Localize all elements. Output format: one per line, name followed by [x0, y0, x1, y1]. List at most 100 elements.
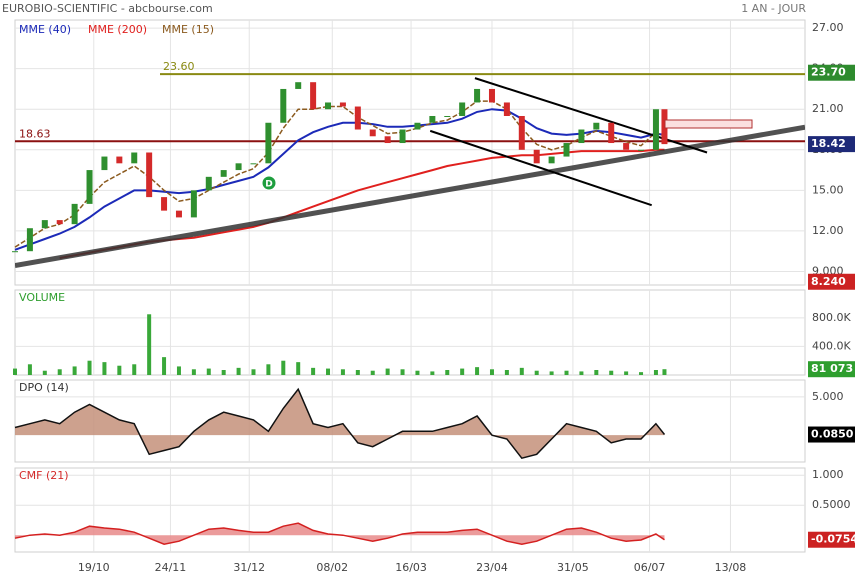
price-tag: [808, 64, 855, 81]
volume-bar: [132, 364, 137, 375]
candle: [295, 82, 302, 89]
price-tag: [808, 531, 855, 548]
candle: [638, 149, 645, 151]
panel-title: CMF (21): [19, 469, 69, 482]
trendline: [429, 129, 653, 207]
volume-bar: [42, 370, 47, 375]
volume-bar: [519, 367, 524, 375]
hline-label: 18.63: [19, 127, 51, 140]
x-tick-label: 19/10: [78, 561, 110, 574]
volume-bar: [662, 369, 667, 375]
price-tag: [808, 426, 855, 443]
candle: [339, 102, 346, 107]
period: 1 AN - JOUR: [741, 2, 806, 15]
volume-bar: [549, 371, 554, 375]
y-tick-label: 27.00: [812, 21, 844, 34]
x-tick-label: 16/03: [395, 561, 427, 574]
volume-bar: [87, 360, 92, 375]
volume-bar: [281, 360, 286, 375]
volume-bar: [609, 370, 614, 375]
volume-bar: [27, 364, 32, 375]
candle: [661, 109, 668, 145]
candle: [175, 210, 182, 218]
y-tick-label: 800.0K: [812, 311, 851, 324]
volume-bar: [594, 370, 599, 375]
price-tag-label: 0.0850: [811, 428, 854, 441]
price-tag: [808, 136, 855, 153]
candle: [26, 228, 33, 252]
x-tick-label: 31/05: [557, 561, 589, 574]
x-tick-label: 13/08: [715, 561, 747, 574]
candle: [235, 163, 242, 171]
volume-bar: [385, 368, 390, 375]
candle: [41, 220, 48, 229]
candle: [503, 102, 510, 116]
x-tick-label: 23/04: [476, 561, 508, 574]
price-tag-label: 23.70: [811, 66, 846, 79]
y-tick-label: 400.0K: [812, 339, 851, 352]
price-tag-label: -0.0754: [811, 533, 855, 546]
signal-letter: D: [265, 180, 272, 190]
y-tick-label: 12.00: [812, 224, 844, 237]
volume-bar: [653, 370, 658, 375]
volume-bar: [639, 372, 644, 375]
volume-bar: [340, 369, 345, 375]
candle: [593, 122, 600, 130]
candle: [548, 156, 555, 164]
candle: [459, 102, 466, 116]
ma-line: [14, 108, 665, 251]
volume-bar: [564, 370, 569, 375]
candle: [563, 143, 570, 157]
panel-frame: [14, 379, 806, 463]
candle: [280, 88, 287, 123]
legend-entry: MME (200): [88, 23, 147, 36]
volume-bar: [489, 369, 494, 375]
volume-bar: [400, 369, 405, 375]
candle: [205, 176, 212, 191]
volume-bar: [296, 362, 301, 375]
volume-bar: [206, 368, 211, 375]
y-tick-label: 21.00: [812, 102, 844, 115]
volume-bar: [162, 357, 167, 375]
price-tag-label: 8.240: [811, 275, 846, 288]
price-tag: [808, 273, 855, 290]
candle: [444, 115, 451, 117]
price-tag: [808, 361, 855, 378]
candle: [652, 109, 659, 150]
volume-bar: [430, 371, 435, 375]
candle: [429, 115, 436, 123]
volume-bar: [221, 370, 226, 375]
candle: [384, 136, 391, 144]
y-tick-label: 5.000: [812, 390, 844, 403]
volume-bar: [624, 371, 629, 375]
candle: [131, 152, 138, 164]
volume-bar: [57, 369, 62, 375]
volume-bar: [415, 370, 420, 375]
candle: [190, 190, 197, 218]
volume-bar: [579, 371, 584, 375]
x-tick-label: 08/02: [316, 561, 348, 574]
zone-box: [664, 119, 753, 129]
panel-title: VOLUME: [19, 291, 65, 304]
candle: [623, 143, 630, 150]
candle: [12, 251, 18, 253]
candle: [518, 115, 525, 150]
y-tick-label: 15.00: [812, 183, 844, 196]
candle: [488, 88, 495, 103]
volume-bar: [475, 367, 480, 375]
area-line: [14, 522, 665, 545]
volume-bar: [251, 369, 256, 375]
volume-bar: [370, 370, 375, 375]
volume-bar: [72, 366, 77, 375]
candle: [265, 122, 272, 164]
legend-entry: MME (40): [19, 23, 71, 36]
plot-layer: 19/10 24/11 31/12 08/02 16/03 23/04 31/05 06/07…: [12, 19, 855, 574]
volume-bar: [311, 367, 316, 375]
y-tick-label: 0.5000: [812, 498, 851, 511]
x-tick-label: 06/07: [634, 561, 666, 574]
volume-bar: [102, 362, 107, 375]
y-tick-label: 1.000: [812, 468, 844, 481]
candle: [71, 203, 78, 225]
area-line: [14, 387, 666, 460]
